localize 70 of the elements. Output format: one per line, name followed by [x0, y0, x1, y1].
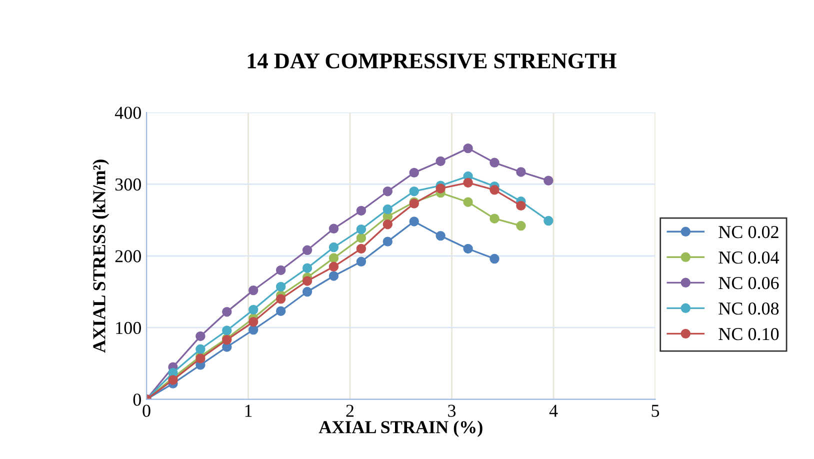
point: [516, 200, 526, 211]
point: [356, 206, 366, 216]
legend-label: NC 0.04: [718, 251, 780, 264]
x-tick-label: 0: [142, 404, 150, 417]
point: [436, 184, 446, 194]
point: [302, 286, 312, 297]
point: [248, 304, 258, 315]
point: [382, 236, 393, 246]
legend-label: NC 0.08: [718, 302, 779, 315]
point: [276, 282, 286, 292]
point: [248, 317, 258, 327]
point: [356, 224, 366, 234]
point: [222, 306, 232, 317]
y-tick-label: 400: [114, 106, 141, 119]
point: [248, 324, 258, 335]
point: [168, 375, 178, 385]
point: [463, 143, 473, 154]
point: [356, 244, 366, 254]
point: [490, 158, 500, 168]
point: [328, 242, 339, 252]
point: [436, 230, 446, 241]
point: [409, 186, 419, 196]
point: [516, 167, 526, 177]
x-tick-label: 4: [549, 404, 558, 417]
point: [328, 271, 339, 281]
y-tick-label: 0: [133, 394, 141, 406]
point: [222, 326, 232, 336]
y-axis-title: AXIAL STRESS (kN/m²): [92, 160, 110, 353]
point: [382, 186, 393, 196]
point: [382, 219, 393, 230]
point: [328, 224, 339, 234]
point: [463, 178, 473, 188]
point: [276, 265, 286, 276]
point: [328, 262, 339, 272]
y-tick-label: 300: [115, 178, 141, 191]
point: [196, 331, 206, 342]
chart-title: 14 DAY COMPRESSIVE STRENGTH: [248, 53, 616, 69]
point: [302, 245, 312, 256]
point: [382, 204, 393, 214]
point: [276, 306, 286, 316]
point: [196, 354, 206, 364]
point: [409, 168, 419, 178]
x-axis-title: AXIAL STRAIN (%): [318, 420, 482, 437]
point: [490, 214, 500, 224]
point: [356, 233, 366, 243]
point: [544, 176, 554, 186]
y-tick-label: 200: [115, 250, 141, 262]
point: [302, 276, 312, 286]
point: [544, 216, 554, 226]
point: [302, 263, 312, 273]
legend-label: NC 0.06: [718, 276, 779, 290]
point: [490, 185, 500, 195]
point: [196, 344, 206, 354]
point: [516, 220, 526, 231]
x-tick-label: 3: [448, 404, 456, 417]
point: [463, 197, 473, 207]
point: [356, 256, 366, 266]
legend-label: NC 0.10: [718, 328, 779, 340]
point: [248, 285, 258, 296]
x-tick-label: 5: [652, 404, 660, 417]
point: [276, 294, 286, 304]
point: [463, 244, 473, 254]
point: [436, 156, 446, 166]
point: [490, 254, 500, 264]
x-tick-label: 2: [346, 404, 354, 417]
legend-label: NC 0.02: [718, 226, 778, 238]
point: [409, 216, 419, 226]
point: [328, 253, 339, 263]
x-tick-label: 1: [245, 404, 252, 417]
y-tick-label: 100: [116, 322, 141, 334]
